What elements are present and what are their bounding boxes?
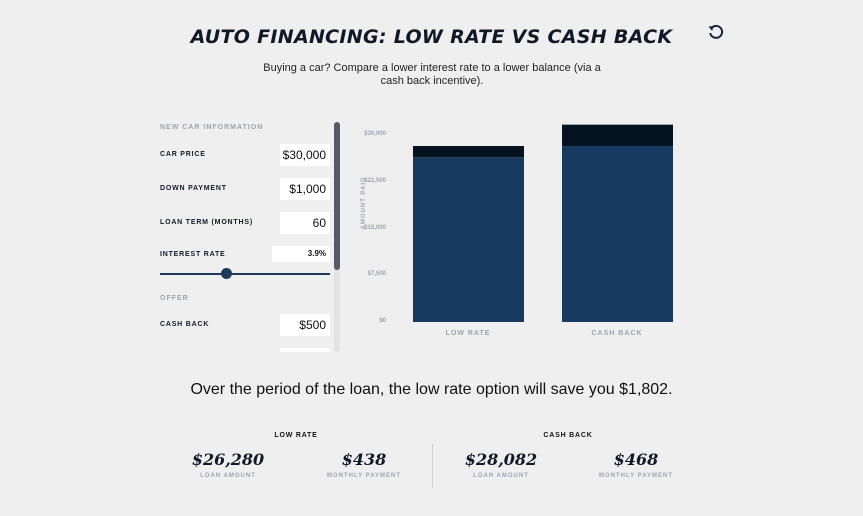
car-price-label: CAR PRICE [160, 151, 206, 158]
down-payment-label: DOWN PAYMENT [160, 185, 227, 192]
y-tick-label: $30,000 [364, 131, 386, 137]
loan-amount-caption: LOAN AMOUNT [473, 473, 529, 479]
x-category-label: LOW RATE [445, 330, 491, 337]
cash-back-loan-amount: $28,082 [464, 450, 538, 469]
page-title: AUTO FINANCING: LOW RATE VS CASH BACK [190, 26, 673, 48]
down-payment-input[interactable]: $1,000 [280, 178, 330, 200]
cash-back-results-label: CASH BACK [543, 432, 593, 439]
offer-section-label: OFFER [160, 295, 189, 302]
cash-back-monthly-payment: $468 [613, 450, 659, 469]
loan-amount-caption: LOAN AMOUNT [200, 473, 256, 479]
low-rate-monthly-payment: $438 [341, 450, 387, 469]
bar-principal-1 [562, 146, 673, 322]
low-rate-loan-amount: $26,280 [191, 450, 265, 469]
interest-rate-label: INTEREST RATE [160, 251, 226, 258]
new-car-section-label: NEW CAR INFORMATION [160, 124, 264, 131]
loan-term-label: LOAN TERM (MONTHS) [160, 219, 253, 226]
reset-icon[interactable] [706, 22, 726, 42]
interest-rate-slider-track[interactable] [160, 273, 330, 275]
savings-summary: Over the period of the loan, the low rat… [190, 381, 673, 398]
monthly-payment-caption: MONTHLY PAYMENT [598, 473, 673, 479]
y-tick-label: $7,500 [367, 271, 386, 277]
interest-rate-slider-thumb[interactable] [221, 268, 233, 279]
bar-interest-0 [413, 146, 524, 158]
bar-principal-0 [413, 157, 524, 322]
page-subtitle: Buying a car? Compare a lower interest r… [263, 62, 601, 87]
results-divider [432, 444, 433, 488]
scrollbar-thumb[interactable] [334, 122, 340, 270]
bar-interest-1 [562, 124, 673, 147]
y-tick-label: $0 [379, 318, 386, 324]
car-price-input[interactable]: $30,000 [280, 144, 330, 166]
cash-back-input[interactable]: $500 [280, 314, 330, 336]
interest-rate-input[interactable]: 3.9% [272, 246, 330, 262]
monthly-payment-caption: MONTHLY PAYMENT [326, 473, 401, 479]
loan-term-input[interactable]: 60 [280, 212, 330, 234]
y-tick-label: $15,000 [364, 225, 386, 231]
input-panel: NEW CAR INFORMATION CAR PRICE $30,000 DO… [160, 120, 332, 352]
low-rate-results-label: LOW RATE [274, 432, 318, 439]
y-tick-label: $22,500 [364, 178, 386, 184]
cash-back-label: CASH BACK [160, 321, 210, 328]
next-field-input[interactable] [280, 348, 330, 352]
x-category-label: CASH BACK [591, 330, 643, 337]
